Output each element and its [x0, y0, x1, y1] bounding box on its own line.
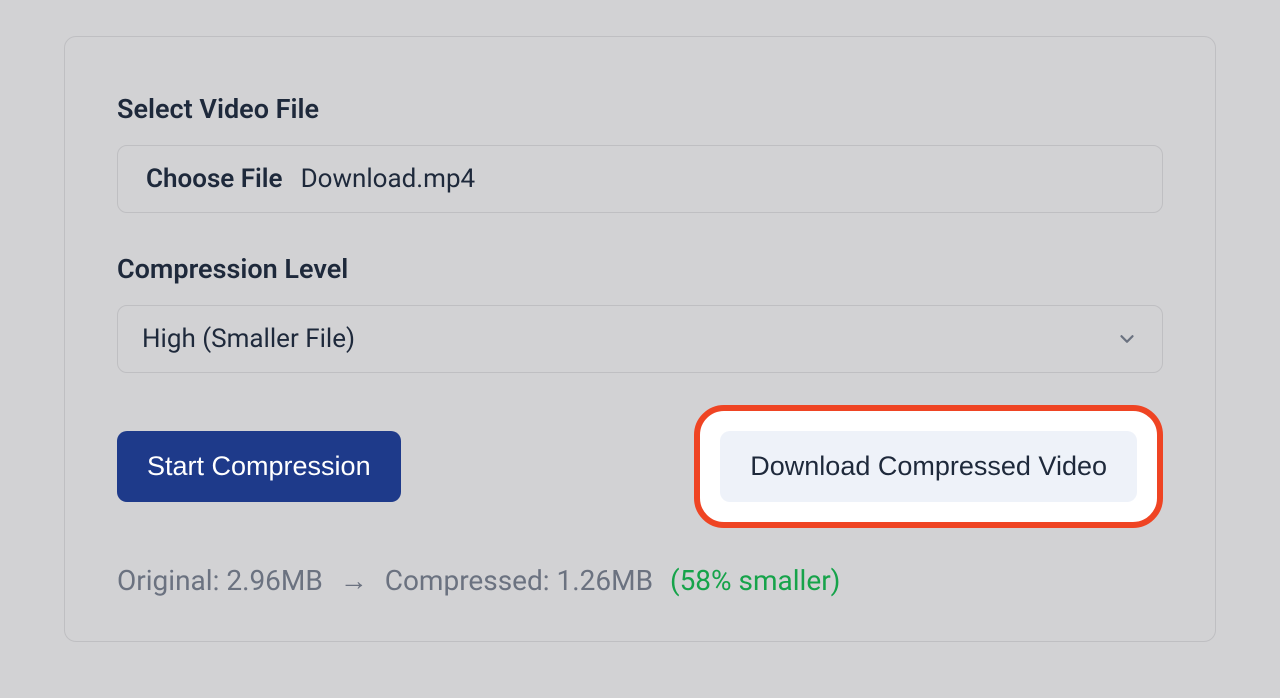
start-compression-button[interactable]: Start Compression	[117, 431, 401, 502]
compressed-size: 1.26MB	[557, 564, 653, 597]
compression-level-select[interactable]: High (Smaller File)	[117, 305, 1163, 373]
compressed-label: Compressed:	[385, 564, 557, 597]
compression-result-text: Original: 2.96MB → Compressed: 1.26MB (5…	[117, 564, 1163, 597]
percent-smaller: (58% smaller)	[670, 564, 840, 597]
download-highlight-box: Download Compressed Video	[694, 405, 1163, 528]
original-size: 2.96MB	[226, 564, 322, 597]
original-label: Original:	[117, 564, 226, 597]
compression-level-label: Compression Level	[117, 253, 1163, 285]
page-container: Select Video File Choose File Download.m…	[0, 0, 1280, 642]
file-input-row[interactable]: Choose File Download.mp4	[117, 145, 1163, 213]
compression-card: Select Video File Choose File Download.m…	[64, 36, 1216, 642]
choose-file-button[interactable]: Choose File	[146, 164, 283, 194]
compression-level-value: High (Smaller File)	[142, 324, 355, 354]
select-file-label: Select Video File	[117, 93, 1163, 125]
download-compressed-button[interactable]: Download Compressed Video	[720, 431, 1137, 502]
selected-file-name: Download.mp4	[301, 164, 476, 194]
arrow-icon: →	[340, 564, 368, 597]
chevron-down-icon	[1116, 328, 1138, 350]
buttons-row: Start Compression Download Compressed Vi…	[117, 405, 1163, 528]
